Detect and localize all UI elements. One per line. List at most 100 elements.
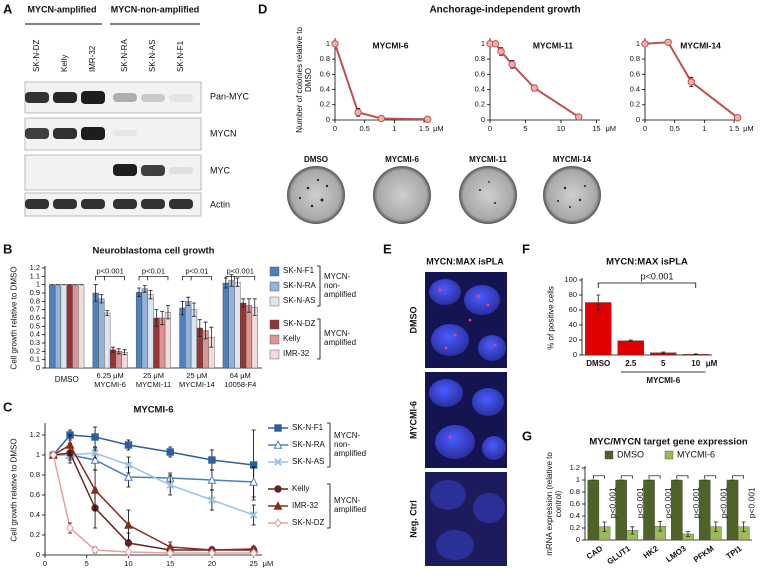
y-tick-label: 0.6 [570,499,580,508]
series-line [52,434,254,466]
marker [273,440,283,449]
bar [54,284,62,369]
legend-label: IMR-32 [283,349,310,358]
bracket [732,475,744,479]
bracket [182,275,212,281]
error-bar [192,302,197,317]
x-tick-label: 0.5 [359,124,369,133]
marker [274,485,282,493]
marker [91,449,99,457]
y-tick-label: 1 [576,475,580,484]
row-label: DMSO [408,307,418,334]
chart-title: MYCN:MAX isPLA [606,257,688,268]
y-tick-label: 1 [636,39,640,48]
y-tick-label: 0 [573,350,577,359]
annotation: p<0.001 [96,266,123,275]
marker [354,108,362,117]
band [169,167,193,174]
x-tick-label: 0.5 [669,124,679,133]
marker [90,455,100,464]
marker [249,477,259,486]
y-tick-label: 0 [481,115,485,124]
bar [617,340,644,356]
error-bar [142,285,147,293]
x-unit: μM [706,359,718,368]
y-tick-label: 1.2 [30,263,40,272]
axis [334,38,430,121]
error-bar [116,348,121,355]
bar [234,281,241,369]
legend-label: MYCMI-6 [677,449,715,459]
legend-label: Kelly [283,334,300,343]
y-tick-label: 80 [569,290,577,299]
error-bar [658,521,663,532]
y-tick-label: 1 [36,450,40,459]
marker [91,545,99,555]
marker [249,548,258,558]
y-tick-label: 0.1 [30,355,40,364]
y-tick-label: 0.4 [30,330,40,339]
marker [207,475,217,484]
x-unit: μM [605,124,616,133]
group-label: MYCN-non-amplified [111,4,200,14]
y-tick-label: 0.4 [630,85,640,94]
bar [228,280,235,369]
x-tick-label: 10 [691,359,700,368]
x-tick-label: HK2 [642,544,661,561]
y-tick-label: 0.4 [320,85,330,94]
dish-label: MYCMI-6 [385,155,419,164]
error-bar [235,277,240,287]
bar [147,294,154,369]
band [141,94,165,102]
error-bar [180,300,185,316]
bar [49,284,56,369]
legend-label: SK-N-AS [283,296,315,305]
legend-label: IMR-32 [292,501,319,510]
bar [98,298,105,369]
error-bar [197,319,202,337]
bracket [225,275,256,281]
error-bar [186,296,191,306]
bar [135,291,143,369]
legend-group-label: MYCN-non-amplified [334,430,367,458]
marker [641,40,649,48]
blot [24,117,202,151]
y-tick-label: 0.8 [630,54,640,63]
legend-label: Kelly [292,484,309,493]
colony [584,185,586,187]
x-unit: μM [743,124,754,133]
nucleus [429,379,463,407]
colony [494,202,496,204]
colony [569,206,571,208]
x-tick-label: 0 [643,124,647,133]
bracket [704,475,717,479]
legend-label: SK-N-DZ [283,319,316,328]
marker [166,448,174,456]
y-tick-label: 0.4 [570,511,580,520]
legend-label: SK-N-F1 [283,266,315,275]
nucleus [478,335,506,361]
y-tick-label: 0.2 [475,100,485,109]
y-tick-label: 1.2 [570,463,580,472]
lane-label: SK-N-AS [148,40,157,72]
marker [497,47,505,56]
bracket [95,275,125,281]
legend-label: SK-N-RA [283,281,317,290]
dish [373,166,431,224]
colony [320,198,324,202]
error-bar [741,521,746,532]
bar [60,284,67,369]
annotation: p<0.001 [635,487,645,518]
legend-group-label: MYCN-amplified [334,496,367,514]
x-tick-label: 25 [249,559,257,568]
legend-label: SK-N-F1 [292,423,324,432]
band [113,164,137,176]
nucleus [473,493,505,523]
band [113,199,137,209]
x-tick-label: 5 [661,359,666,368]
marker [331,40,339,48]
panel-title: Anchorage-independent growth [429,5,580,16]
band [169,94,193,102]
x-tick-label: 0 [333,124,337,133]
annotation: p<0.001 [691,487,701,518]
